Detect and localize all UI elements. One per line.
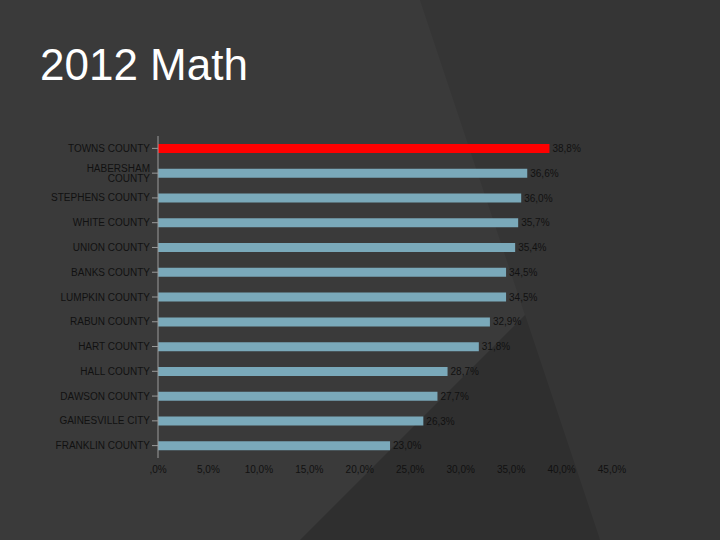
svg-text:36,0%: 36,0% <box>524 193 552 204</box>
svg-text:26,3%: 26,3% <box>426 416 454 427</box>
svg-text:FRANKLIN COUNTY: FRANKLIN COUNTY <box>56 440 151 451</box>
svg-text:20,0%: 20,0% <box>346 464 374 475</box>
svg-text:30,0%: 30,0% <box>446 464 474 475</box>
svg-text:TOWNS COUNTY: TOWNS COUNTY <box>68 143 150 154</box>
svg-text:UNION COUNTY: UNION COUNTY <box>73 242 151 253</box>
svg-text:45,0%: 45,0% <box>598 464 626 475</box>
svg-text:35,7%: 35,7% <box>521 217 549 228</box>
svg-text:,0%: ,0% <box>149 464 166 475</box>
svg-text:27,7%: 27,7% <box>440 391 468 402</box>
svg-text:DAWSON COUNTY: DAWSON COUNTY <box>60 391 150 402</box>
svg-text:23,0%: 23,0% <box>393 440 421 451</box>
svg-text:38,8%: 38,8% <box>552 143 580 154</box>
html-text:2012 Math: 2012 Math <box>40 40 248 89</box>
svg-text:25,0%: 25,0% <box>396 464 424 475</box>
svg-text:10,0%: 10,0% <box>245 464 273 475</box>
svg-text:BANKS COUNTY: BANKS COUNTY <box>71 267 150 278</box>
svg-text:34,5%: 34,5% <box>509 292 537 303</box>
svg-text:HALL COUNTY: HALL COUNTY <box>80 366 150 377</box>
svg-text:34,5%: 34,5% <box>509 267 537 278</box>
svg-text:WHITE COUNTY: WHITE COUNTY <box>73 217 151 228</box>
svg-text:LUMPKIN COUNTY: LUMPKIN COUNTY <box>61 292 151 303</box>
svg-text:HART COUNTY: HART COUNTY <box>78 341 150 352</box>
svg-text:15,0%: 15,0% <box>295 464 323 475</box>
svg-text:35,0%: 35,0% <box>497 464 525 475</box>
svg-text:GAINESVILLE CITY: GAINESVILLE CITY <box>59 415 150 426</box>
svg-text:RABUN COUNTY: RABUN COUNTY <box>70 316 150 327</box>
svg-text:32,9%: 32,9% <box>493 316 521 327</box>
svg-text:40,0%: 40,0% <box>547 464 575 475</box>
svg-text:STEPHENS COUNTY: STEPHENS COUNTY <box>51 192 150 203</box>
svg-text:36,6%: 36,6% <box>530 168 558 179</box>
svg-text:HABERSHAMCOUNTY: HABERSHAMCOUNTY <box>87 163 151 184</box>
svg-text:5,0%: 5,0% <box>197 464 220 475</box>
svg-text:35,4%: 35,4% <box>518 242 546 253</box>
svg-text:28,7%: 28,7% <box>451 366 479 377</box>
svg-text:31,8%: 31,8% <box>482 341 510 352</box>
